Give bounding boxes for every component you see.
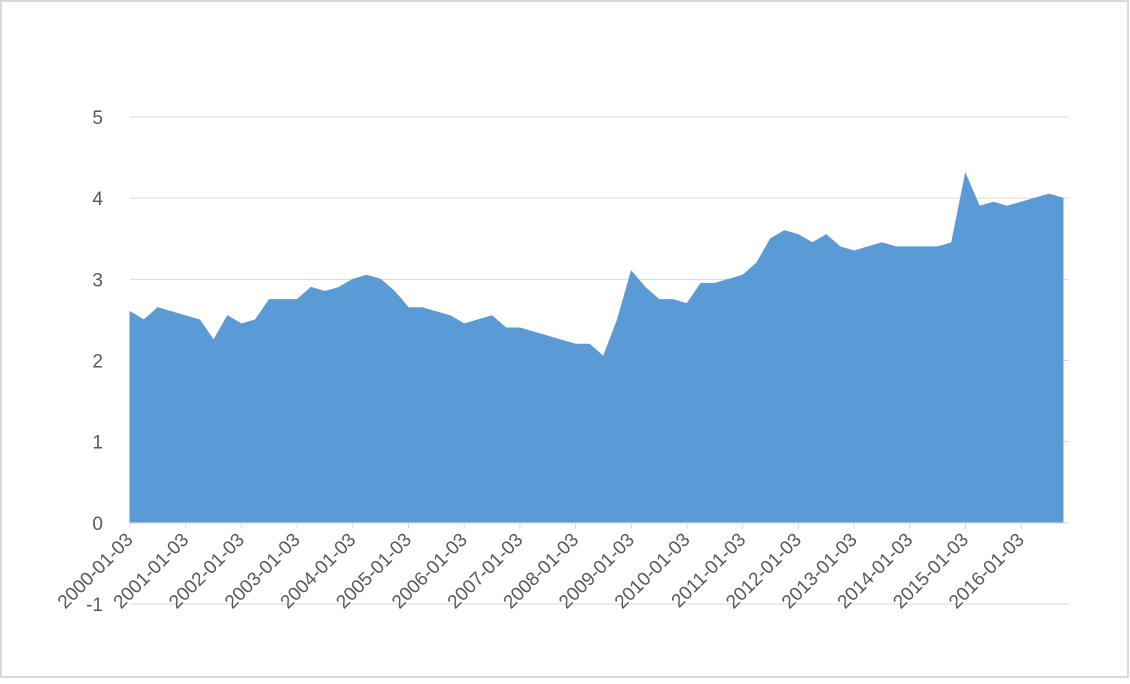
y-tick-label: -1: [86, 595, 103, 616]
y-tick-label: 3: [92, 270, 103, 291]
y-tick-label: 0: [92, 514, 103, 535]
y-tick-label: 2: [92, 352, 103, 373]
y-tick-label: 4: [92, 189, 103, 210]
area: [129, 172, 1064, 524]
y-tick-label: 5: [92, 108, 103, 129]
y-tick-label: 1: [92, 433, 103, 454]
